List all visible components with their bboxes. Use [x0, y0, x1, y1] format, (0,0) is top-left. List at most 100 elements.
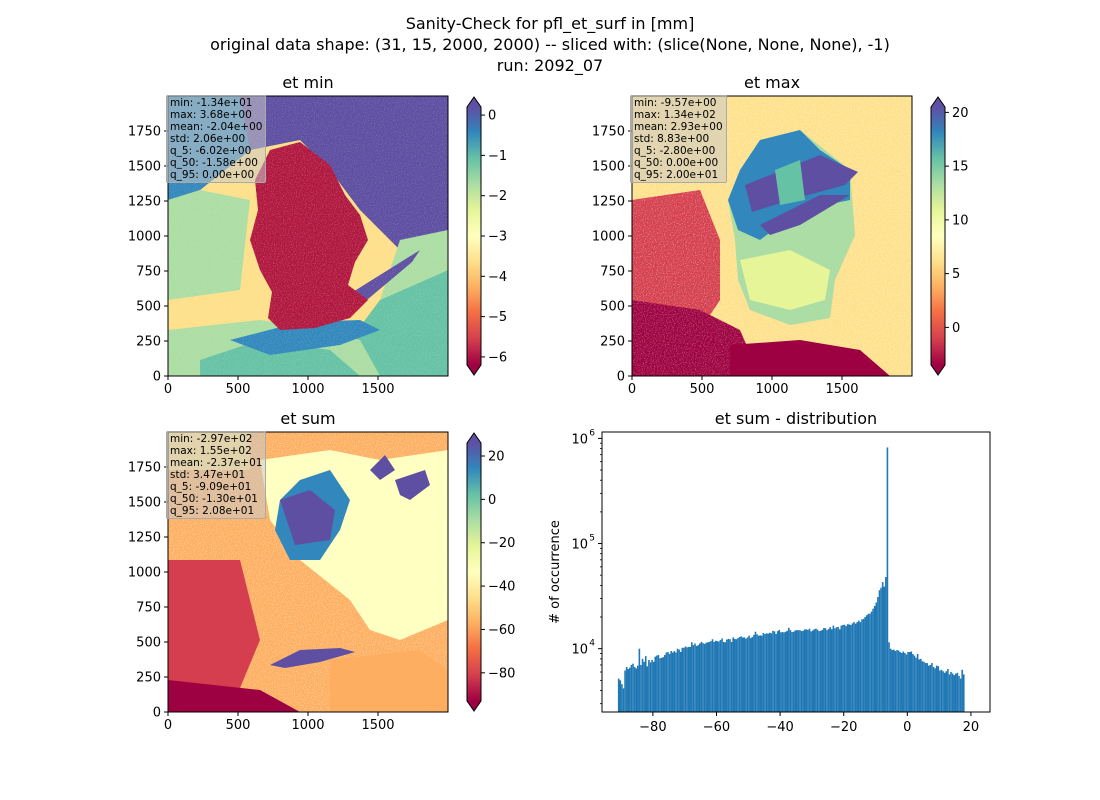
histogram-bar — [738, 637, 741, 712]
histogram-bar — [924, 663, 927, 712]
histogram-bar — [858, 620, 860, 712]
histogram-bar — [665, 652, 668, 712]
histogram-bar — [776, 631, 779, 712]
colorbar-tick-label: 15 — [952, 160, 969, 175]
y-tick-label: 1000 — [128, 566, 161, 581]
histogram-bar — [716, 641, 719, 712]
histogram-bar — [754, 631, 757, 712]
stat-max: max: 3.68e+00 — [170, 109, 252, 121]
histogram-bar — [743, 637, 746, 712]
histogram-bar — [856, 622, 859, 712]
x-tick-label: −80 — [639, 720, 666, 735]
histogram-bar — [929, 664, 932, 712]
y-tick-label: 1500 — [128, 160, 161, 175]
histogram-bar — [875, 602, 878, 712]
histogram-bar — [816, 629, 819, 712]
histogram-ylabel: # of occurrence — [548, 520, 563, 624]
colorbar — [467, 443, 481, 701]
histogram-bar — [745, 638, 747, 712]
colorbar-tick-label: 10 — [952, 213, 969, 228]
histogram-bar — [830, 629, 833, 712]
stat-std: std: 8.83e+00 — [634, 133, 710, 145]
histogram-bar — [733, 638, 736, 712]
histogram-bar — [945, 671, 948, 712]
stat-q5: q_5: -9.09e+01 — [170, 481, 252, 493]
histogram-bar — [624, 670, 626, 712]
histogram-bar — [845, 626, 847, 712]
histogram-bar — [732, 637, 734, 712]
y-tick-label: 1500 — [128, 496, 161, 511]
histogram-bar — [644, 656, 647, 712]
histogram-bar — [770, 633, 773, 712]
y-tick-label: 1500 — [592, 160, 625, 175]
y-tick-label: 1750 — [128, 125, 161, 140]
y-tick-exponent: 4 — [589, 639, 595, 649]
histogram-bar — [780, 632, 782, 712]
histogram-bar — [838, 629, 841, 712]
histogram-bar — [636, 665, 639, 712]
histogram-bar — [767, 633, 769, 712]
histogram-bar — [649, 662, 652, 712]
colorbar-extend-top — [931, 97, 945, 107]
histogram-bar — [632, 663, 634, 712]
histogram-bar — [819, 630, 822, 712]
histogram-bar — [726, 639, 728, 712]
stat-std: std: 3.47e+01 — [170, 469, 246, 481]
histogram-bar — [826, 630, 828, 712]
histogram-bar — [761, 635, 763, 712]
histogram-bar — [683, 647, 685, 712]
histogram-bar — [870, 611, 873, 712]
histogram-bar — [640, 664, 642, 712]
histogram-bar — [897, 650, 900, 712]
y-tick-label: 1250 — [592, 195, 625, 210]
histogram-bars — [617, 447, 965, 712]
histogram-bar — [648, 660, 650, 712]
histogram-bar — [799, 630, 801, 712]
colorbar-extend-bottom — [467, 365, 481, 375]
colorbar-ticks: 20 0 −20 −40 −60 −80 — [481, 450, 515, 681]
x-tick-label: 1000 — [755, 382, 788, 397]
histogram-bar — [923, 661, 925, 712]
histogram-bar — [737, 638, 739, 712]
histogram-bar — [865, 615, 868, 712]
histogram-bar — [823, 628, 825, 712]
histogram-bar — [687, 646, 690, 712]
y-tick-label: 10 — [571, 538, 588, 553]
panel-title: et max — [744, 73, 800, 92]
histogram-bar — [800, 631, 803, 712]
histogram-bar — [829, 627, 831, 712]
histogram-bar — [710, 641, 712, 712]
histogram-bar — [646, 666, 649, 712]
colorbar-tick-label: −80 — [488, 666, 515, 681]
histogram-bar — [673, 651, 676, 712]
colorbar-tick-label: 20 — [952, 106, 969, 121]
histogram-bar — [735, 639, 738, 712]
histogram-bar — [808, 628, 811, 712]
histogram-bar — [681, 647, 684, 712]
histogram-bar — [765, 633, 768, 712]
histogram-bar — [811, 630, 814, 712]
stat-q50: q_50: 0.00e+00 — [634, 157, 719, 169]
histogram-bar — [947, 669, 949, 712]
stat-mean: mean: -2.37e+01 — [170, 457, 263, 469]
colorbar-tick-label: −60 — [488, 623, 515, 638]
axes-ticks: 0 500 1000 1500 0 250 500 750 1000 1250 1500 1750 — [128, 461, 395, 734]
histogram-bar — [910, 651, 913, 712]
histogram-bar — [891, 650, 893, 712]
histogram-bar — [902, 651, 905, 712]
histogram-bar — [961, 669, 963, 712]
histogram-bar — [657, 655, 660, 712]
histogram-bar — [654, 656, 657, 712]
y-tick-exponent: 5 — [589, 534, 595, 544]
x-tick-label: −20 — [830, 720, 857, 735]
histogram-bar — [633, 666, 636, 712]
stat-mean: mean: -2.04e+00 — [170, 121, 263, 133]
stats-box-et-sum: min: -2.97e+02 max: 1.55e+02 mean: -2.37… — [166, 431, 267, 519]
histogram-bar — [796, 630, 798, 712]
histogram-bar — [916, 654, 919, 712]
histogram-bar — [872, 608, 874, 712]
histogram-bar — [837, 626, 839, 712]
y-tick-label: 500 — [600, 300, 625, 315]
histogram-bar — [942, 671, 944, 712]
histogram-bar — [848, 624, 851, 712]
